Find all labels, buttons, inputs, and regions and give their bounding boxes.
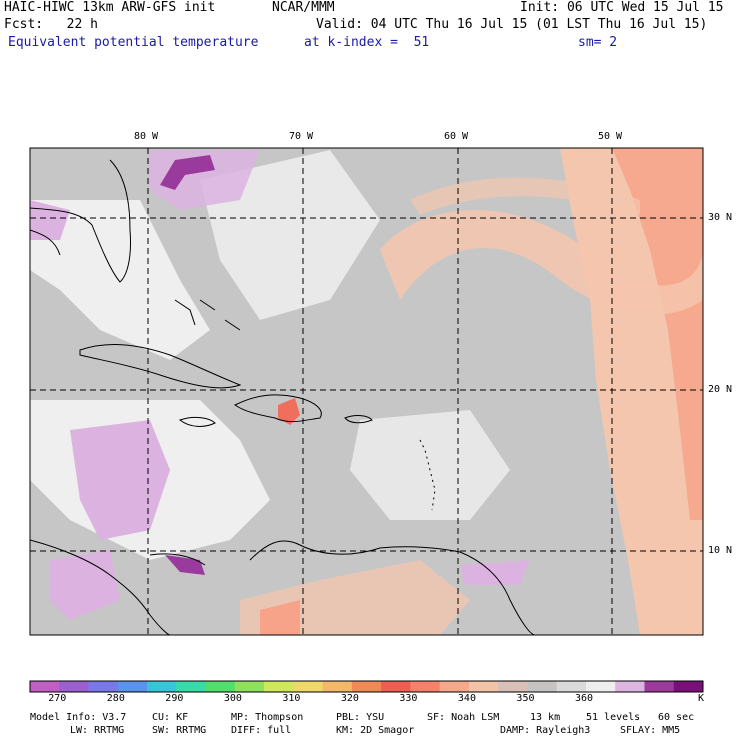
- jamaica-coast: [178, 416, 216, 427]
- central-america-coast: [30, 539, 171, 635]
- footer-cu: CU: KF: [152, 712, 189, 723]
- moist-patch-west: [70, 420, 170, 540]
- florida-coast: [30, 159, 131, 283]
- moist-patch-florida: [30, 200, 70, 240]
- warm-core-east: [612, 148, 703, 520]
- footer-sw: SW: RRTMG: [152, 725, 207, 736]
- legend-tick-label: 360: [574, 693, 594, 704]
- salmon-patch-south: [260, 600, 300, 635]
- legend-tick-label: 310: [282, 693, 301, 704]
- legend-swatch: [322, 681, 353, 692]
- field-name: Equivalent potential temperature: [8, 35, 259, 50]
- legend-unit: K: [698, 693, 705, 704]
- legend-swatch: [439, 681, 470, 692]
- lon-label-80w: 80 W: [134, 131, 159, 142]
- dry-region-north: [200, 150, 380, 320]
- field-shading: [30, 148, 703, 635]
- legend-swatch: [468, 681, 499, 692]
- legend-tick-label: 320: [340, 693, 359, 704]
- plot-frame: [29, 147, 704, 636]
- legend-swatch: [264, 681, 294, 692]
- legend-swatch: [30, 681, 60, 692]
- legend-colorbar: [29, 680, 704, 693]
- legend-swatch: [88, 681, 119, 692]
- lat-label-30n: 30 N: [708, 212, 733, 223]
- purple-patch-north: [160, 155, 215, 190]
- footer-sflay: SFLAY: MM5: [620, 725, 681, 736]
- legend-swatch: [585, 681, 616, 692]
- dry-region-central: [350, 410, 510, 520]
- footer-resolution: 13 km: [530, 712, 561, 723]
- footer-sf: SF: Noah LSM: [427, 712, 500, 723]
- legend-tick-label: 330: [399, 693, 418, 704]
- footer-damp: DAMP: Rayleigh3: [500, 725, 591, 736]
- hispaniola-coast: [234, 394, 322, 423]
- legend-tick-label: 340: [457, 693, 476, 704]
- coastlines: [30, 159, 536, 635]
- legend-tick-label: 300: [223, 693, 242, 704]
- puerto-rico-coast: [344, 415, 373, 424]
- footer-km: KM: 2D Smagor: [336, 725, 415, 736]
- moist-patch-venezuela: [460, 560, 530, 585]
- footer-model-info: Model Info: V3.7: [30, 712, 127, 723]
- legend-swatch: [615, 681, 645, 692]
- legend-tick-label: 280: [106, 693, 125, 704]
- legend-swatch: [498, 681, 528, 692]
- lon-label-60w: 60 W: [444, 131, 469, 142]
- model-title: HAIC-HIWC 13km ARW-GFS init: [4, 0, 216, 15]
- legend-swatch: [673, 681, 704, 692]
- cuba-coast: [79, 344, 242, 389]
- bahamas-coast: [174, 299, 241, 331]
- footer-mp: MP: Thompson: [231, 712, 304, 723]
- org-label: NCAR/MMM: [272, 0, 335, 15]
- dry-region-northwest: [30, 200, 210, 360]
- legend-tick-label: 290: [165, 693, 184, 704]
- footer-levels: 51 levels: [586, 712, 641, 723]
- legend-swatch: [59, 681, 90, 692]
- legend-swatch: [234, 681, 265, 692]
- legend-swatch: [527, 681, 558, 692]
- footer-diff: DIFF: full: [231, 725, 292, 736]
- footer-timestep: 60 sec: [658, 712, 695, 723]
- south-america-coast: [249, 540, 461, 561]
- graticule: [30, 148, 703, 635]
- warm-streak: [410, 177, 640, 215]
- level-index: at k-index = 51: [304, 35, 430, 50]
- legend-swatch: [410, 681, 441, 692]
- moist-patch-southwest: [50, 550, 120, 620]
- legend-swatch: [147, 681, 177, 692]
- lon-label-70w: 70 W: [289, 131, 314, 142]
- lesser-antilles: [419, 439, 436, 511]
- gulf-coast: [30, 229, 61, 256]
- legend-swatch: [176, 681, 207, 692]
- lon-label-50w: 50 W: [598, 131, 623, 142]
- smoothing: sm= 2: [578, 35, 618, 50]
- init-time: Init: 06 UTC Wed 15 Jul 15: [520, 0, 724, 15]
- legend-swatch: [556, 681, 587, 692]
- legend-swatch: [351, 681, 382, 692]
- legend-swatch: [205, 681, 236, 692]
- legend-tick-label: 270: [48, 693, 67, 704]
- hotspot-hispaniola: [278, 398, 300, 425]
- forecast-hour: Fcst: 22 h: [4, 17, 98, 32]
- warm-swirl: [380, 210, 703, 315]
- legend-swatch: [293, 681, 324, 692]
- legend-frame: [29, 680, 704, 693]
- footer-lw: LW: RRTMG: [70, 725, 125, 736]
- legend-swatch: [117, 681, 148, 692]
- legend-swatch: [644, 681, 675, 692]
- footer-pbl: PBL: YSU: [336, 712, 385, 723]
- guiana-coast: [459, 551, 536, 635]
- lat-label-20n: 20 N: [708, 384, 733, 395]
- legend-tick-label: 350: [516, 693, 535, 704]
- valid-time: Valid: 04 UTC Thu 16 Jul 15 (01 LST Thu …: [316, 17, 708, 32]
- lat-label-10n: 10 N: [708, 545, 733, 556]
- honduras-coast: [149, 553, 206, 566]
- legend-swatch: [381, 681, 411, 692]
